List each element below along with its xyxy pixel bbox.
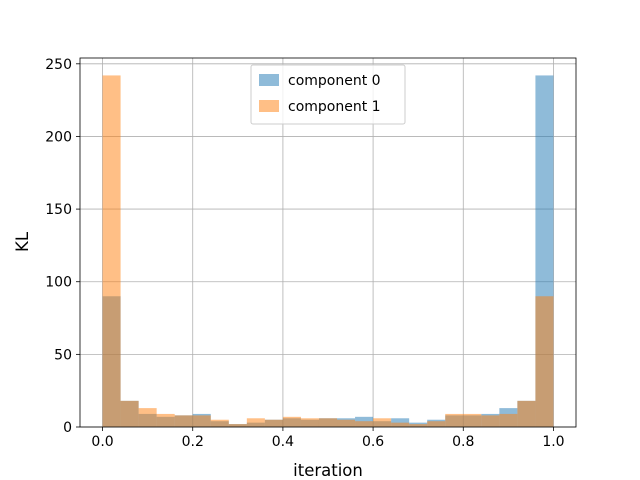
bar-component-1 [355, 421, 374, 427]
y-tick-label: 250 [45, 57, 72, 73]
legend-label-component-0: component 0 [288, 73, 381, 89]
bar-component-1 [373, 418, 392, 427]
legend: component 0 component 1 [250, 64, 406, 125]
legend-label-component-1: component 1 [288, 99, 381, 115]
bar-component-1 [499, 413, 518, 427]
bar-component-1 [138, 408, 157, 427]
x-tick-label: 0.6 [362, 434, 384, 450]
x-axis-title: iteration [293, 461, 363, 480]
bar-component-1 [120, 400, 139, 427]
bar-component-1 [517, 400, 536, 427]
legend-swatch-component-0 [259, 74, 279, 86]
bar-component-1 [210, 419, 229, 427]
bar-component-1 [337, 419, 356, 427]
bar-component-1 [192, 415, 211, 427]
y-tick-label: 50 [54, 347, 72, 363]
bar-component-1 [535, 296, 554, 427]
y-tick-label: 150 [45, 202, 72, 218]
bar-component-1 [282, 416, 301, 427]
bar-component-1 [463, 413, 482, 427]
bar-component-1 [264, 419, 283, 427]
axis-ticks: 0.0 0.2 0.4 0.6 0.8 1.0 0 50 100 150 200 250 [45, 57, 564, 450]
x-tick-label: 0.0 [91, 434, 113, 450]
bar-component-1 [246, 418, 265, 427]
x-tick-label: 0.8 [452, 434, 474, 450]
bar-component-1 [228, 424, 247, 427]
bar-component-1 [174, 415, 193, 427]
bar-component-1 [427, 421, 446, 427]
x-tick-label: 1.0 [542, 434, 564, 450]
legend-swatch-component-1 [259, 100, 279, 112]
x-tick-label: 0.2 [182, 434, 204, 450]
y-tick-label: 200 [45, 129, 72, 145]
y-tick-label: 0 [63, 420, 72, 436]
plot-frame [79, 57, 577, 428]
bar-component-1 [156, 413, 175, 427]
bar-component-1 [445, 413, 464, 427]
y-tick-label: 100 [45, 275, 72, 291]
x-tick-label: 0.4 [272, 434, 294, 450]
bar-component-1 [391, 422, 410, 427]
legend-box [250, 64, 406, 125]
bar-component-1 [300, 418, 319, 427]
bar-component-1 [409, 424, 428, 427]
bar-component-1 [481, 415, 500, 427]
histogram-bars [102, 75, 554, 427]
bar-component-1 [102, 75, 121, 427]
bar-component-1 [318, 418, 338, 427]
y-axis-title: KL [13, 231, 32, 252]
